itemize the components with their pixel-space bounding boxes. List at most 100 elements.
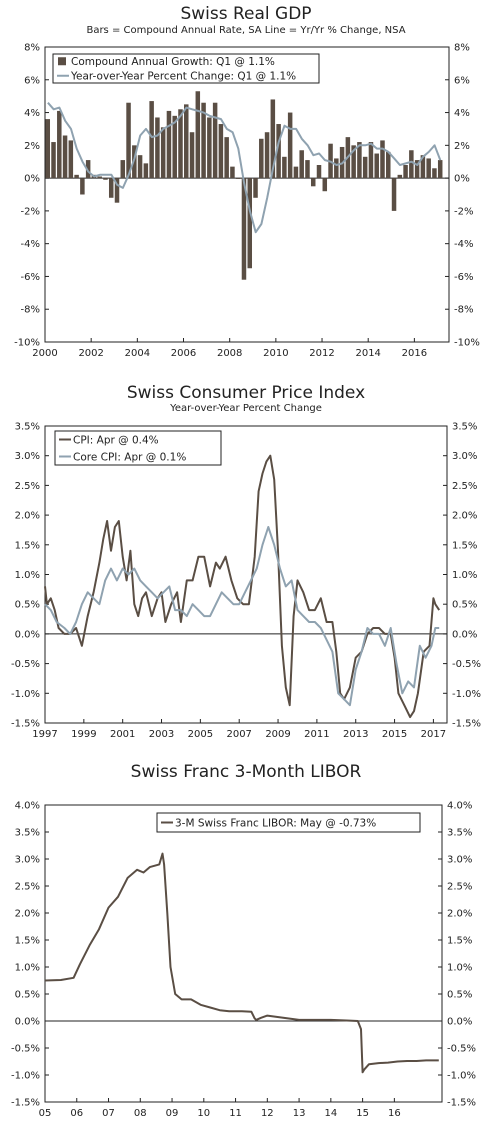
gdp-bar (184, 104, 189, 179)
gdp-legend-swatch (58, 57, 66, 66)
libor-ytick-label-right: 3.0% (447, 855, 472, 866)
cpi-plot-frame (44, 425, 448, 724)
gdp-ytick-label-left: -6% (21, 272, 40, 283)
gdp-bar (230, 166, 235, 179)
libor-ytick-label-right: 0.5% (447, 990, 472, 1001)
gdp-bar (334, 158, 339, 179)
gdp-xtick-label: 2000 (32, 348, 57, 359)
gdp-ytick-label-right: -2% (454, 206, 473, 217)
gdp-bar (108, 178, 114, 198)
gdp-ytick-label-left: 6% (24, 75, 40, 86)
gdp-bar (432, 168, 437, 179)
cpi-series-line-2 (44, 526, 440, 707)
cpi-chart-title: Swiss Consumer Price Index (127, 383, 365, 403)
libor-ytick-label-left: 3.5% (15, 828, 40, 839)
libor-chart-title: Swiss Franc 3-Month LIBOR (131, 762, 362, 782)
libor-ytick-label-left: 2.5% (15, 882, 40, 893)
gdp-bar (403, 165, 408, 179)
cpi-ytick-label-right: -0.5% (452, 659, 481, 670)
gdp-bar (114, 178, 120, 203)
gdp-bar (62, 135, 68, 179)
gdp-xtick-label: 2002 (78, 348, 103, 359)
gdp-bar (310, 178, 316, 187)
gdp-bar (374, 153, 379, 179)
gdp-ytick-label-left: 4% (24, 108, 40, 119)
cpi-ytick-label-right: -1.0% (452, 689, 481, 700)
gdp-bar (259, 138, 264, 179)
libor-xtick-label: 09 (166, 1108, 179, 1119)
gdp-ytick-label-left: 2% (24, 141, 40, 152)
cpi-ytick-label-right: 3.5% (452, 422, 477, 433)
libor-xtick-label: 12 (261, 1108, 274, 1119)
gdp-bar (160, 127, 166, 179)
gdp-ytick-label-right: -8% (454, 305, 473, 316)
gdp-bar (137, 155, 143, 179)
gdp-xtick-label: 2016 (402, 348, 427, 359)
libor-xtick-label: 15 (356, 1108, 369, 1119)
gdp-bar (74, 174, 79, 179)
cpi-ytick-label-right: -1.5% (452, 719, 481, 730)
gdp-ytick-label-right: 2% (454, 141, 470, 152)
gdp-bar (305, 160, 310, 179)
gdp-bar (224, 137, 229, 179)
gdp-bar (201, 102, 206, 179)
libor-xtick-label: 06 (70, 1108, 83, 1119)
cpi-ytick-label-left: 1.0% (15, 570, 40, 581)
gdp-bar (426, 158, 431, 179)
libor-legend-label: 3-M Swiss Franc LIBOR: May @ -0.73% (175, 817, 376, 829)
cpi-xtick-label: 2015 (382, 729, 407, 740)
gdp-bar (397, 174, 403, 179)
libor-legend-box (156, 812, 421, 833)
libor-xtick-label: 10 (197, 1108, 210, 1119)
libor-ytick-label-left: 1.5% (15, 936, 40, 947)
gdp-bar (241, 178, 247, 280)
cpi-xtick-label: 2017 (421, 729, 446, 740)
gdp-ytick-label-left: -10% (14, 338, 40, 349)
gdp-ytick-label-right: -4% (454, 239, 473, 250)
gdp-bar (51, 142, 56, 179)
cpi-ytick-label-right: 2.0% (452, 511, 477, 522)
libor-xtick-label: 08 (134, 1108, 147, 1119)
gdp-bar (235, 178, 241, 179)
gdp-xtick-label: 2008 (217, 348, 242, 359)
gdp-ytick-label-left: -8% (21, 305, 40, 316)
gdp-bar (391, 178, 397, 211)
cpi-xtick-label: 2011 (304, 729, 329, 740)
cpi-ytick-label-left: 1.5% (15, 540, 40, 551)
gdp-bar (85, 160, 91, 179)
gdp-xtick-label: 2014 (355, 348, 380, 359)
libor-ytick-label-right: 1.0% (447, 963, 472, 974)
cpi-chart: Swiss Consumer Price Index Year-over-Yea… (11, 383, 481, 740)
gdp-bar (207, 117, 212, 179)
libor-ytick-label-right: 2.0% (447, 909, 472, 920)
gdp-chart-title: Swiss Real GDP (180, 4, 311, 24)
gdp-bar (368, 142, 374, 179)
gdp-ytick-label-left: 8% (24, 43, 40, 54)
gdp-bar (270, 99, 276, 179)
gdp-bar (276, 124, 281, 179)
libor-xtick-label: 11 (229, 1108, 242, 1119)
cpi-xtick-label: 2003 (149, 729, 174, 740)
libor-plot-frame (44, 804, 443, 1103)
libor-ytick-label-right: -0.5% (447, 1044, 476, 1055)
libor-ytick-label-left: 3.0% (15, 855, 40, 866)
libor-ytick-label-left: -1.5% (11, 1098, 40, 1109)
cpi-ytick-label-right: 1.0% (452, 570, 477, 581)
gdp-ytick-label-right: -6% (454, 272, 473, 283)
gdp-ytick-label-right: 4% (454, 108, 470, 119)
libor-ytick-label-left: -0.5% (11, 1044, 40, 1055)
gdp-bar (437, 160, 443, 179)
gdp-bar (357, 142, 362, 179)
gdp-bar (80, 178, 85, 195)
libor-xtick-label: 14 (324, 1108, 337, 1119)
cpi-ytick-label-right: 2.5% (452, 481, 477, 492)
gdp-bar (212, 102, 218, 179)
gdp-ytick-label-left: -4% (21, 239, 40, 250)
gdp-bar (68, 140, 74, 179)
gdp-bar (195, 91, 201, 179)
gdp-bar (293, 166, 299, 179)
gdp-legend-box (52, 53, 320, 84)
gdp-bar (282, 156, 287, 179)
cpi-ytick-label-right: 0.0% (452, 629, 477, 640)
